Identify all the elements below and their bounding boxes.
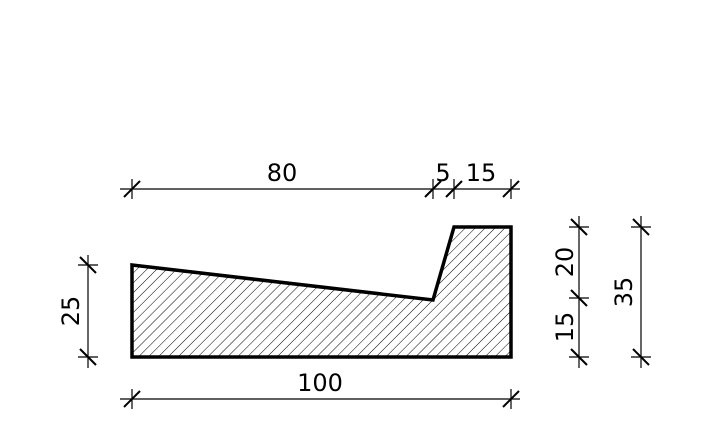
dim-label-15-top: 15 [466,159,497,187]
right-dimension: 20 15 [551,216,589,368]
dim-label-100: 100 [297,369,343,397]
section-shape [130,225,513,359]
dim-label-20: 20 [551,247,579,278]
left-dimension: 25 [57,255,98,368]
dim-label-5: 5 [435,159,450,187]
dim-label-80: 80 [267,159,298,187]
dim-label-25: 25 [57,296,85,327]
top-dimension: 80 5 15 [120,159,520,199]
dim-label-15-right: 15 [551,312,579,343]
dim-label-35: 35 [610,277,638,308]
bottom-dimension: 100 [120,369,520,409]
far-right-dimension: 35 [610,216,651,368]
